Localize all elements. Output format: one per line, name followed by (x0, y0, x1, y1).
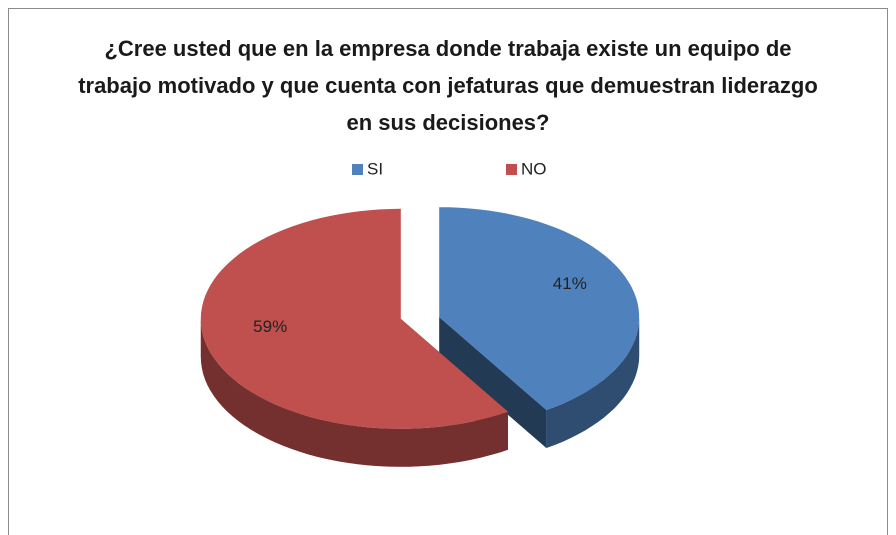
legend-label: SI (367, 159, 383, 178)
legend-label: NO (521, 159, 547, 178)
slice-face-shade (439, 317, 547, 449)
data-label: 59% (253, 317, 287, 336)
pie-slice (200, 208, 509, 429)
data-label: 41% (553, 274, 587, 293)
chart-title: ¿Cree usted que en la empresa donde trab… (78, 36, 818, 135)
slice-wall-shade (200, 318, 509, 467)
slice-wall-shade (546, 317, 640, 448)
legend-swatch (352, 164, 363, 175)
pie-slice (439, 207, 640, 410)
legend-swatch (506, 164, 517, 175)
slice-wall (546, 317, 640, 448)
chart-frame (8, 8, 888, 535)
slice-wall (200, 318, 509, 467)
